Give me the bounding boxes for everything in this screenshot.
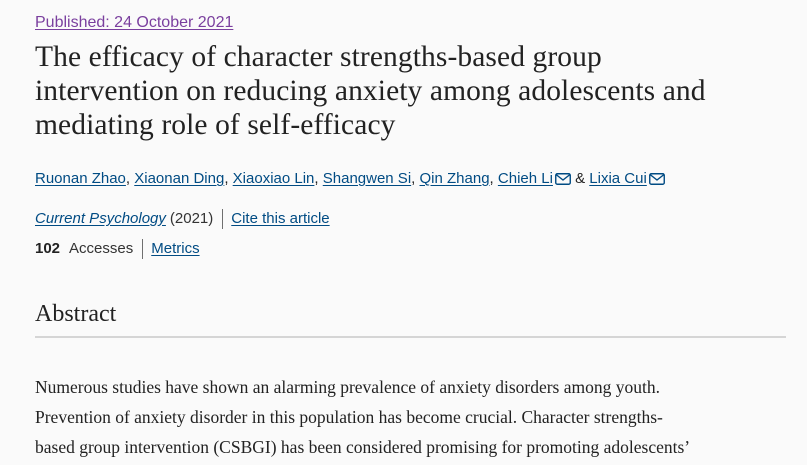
accesses-label: Accesses xyxy=(69,240,134,257)
publication-year: (2021) xyxy=(169,210,214,227)
author-link[interactable]: Xiaoxiao Lin xyxy=(232,170,315,187)
abstract-line: Prevention of anxiety disorder in this p… xyxy=(35,407,663,427)
article-title: The efficacy of character strengths-base… xyxy=(35,40,795,142)
author-link[interactable]: Shangwen Si xyxy=(322,170,412,187)
author-name: Chieh Li xyxy=(497,170,553,187)
title-line: intervention on reducing anxiety among a… xyxy=(35,75,706,107)
author-link[interactable]: Xiaonan Ding xyxy=(134,170,225,187)
author-name: Lixia Cui xyxy=(589,170,647,187)
section-divider xyxy=(35,336,786,338)
metrics-row: 102 Accesses Metrics xyxy=(35,238,200,260)
divider xyxy=(222,209,224,229)
title-line: mediating role of self-efficacy xyxy=(35,109,396,141)
accesses-count: 102 xyxy=(35,240,61,257)
author-link[interactable]: Ruonan Zhao xyxy=(35,170,126,187)
author-link[interactable]: Qin Zhang xyxy=(419,170,490,187)
author-link-corresponding[interactable]: Chieh Li xyxy=(498,170,571,187)
abstract-line: Numerous studies have shown an alarming … xyxy=(35,377,660,397)
journal-link[interactable]: Current Psychology xyxy=(35,210,166,227)
author-separator: , xyxy=(411,170,420,187)
author-separator: , xyxy=(224,170,233,187)
cite-article-link[interactable]: Cite this article xyxy=(231,210,330,227)
author-list: Ruonan Zhao, Xiaonan Ding, Xiaoxiao Lin,… xyxy=(35,168,795,192)
abstract-paragraph: Numerous studies have shown an alarming … xyxy=(35,372,795,462)
abstract-line: based group intervention (CSBGI) has bee… xyxy=(35,437,691,457)
published-date-link[interactable]: Published: 24 October 2021 xyxy=(35,14,234,31)
author-separator: & xyxy=(570,170,590,187)
divider xyxy=(142,239,144,259)
metrics-link[interactable]: Metrics xyxy=(151,240,200,257)
author-separator: , xyxy=(314,170,323,187)
abstract-heading: Abstract xyxy=(35,301,117,327)
envelope-icon xyxy=(554,170,571,192)
envelope-icon xyxy=(648,170,665,192)
title-line: The efficacy of character strengths-base… xyxy=(35,41,602,73)
journal-row: Current Psychology (2021) Cite this arti… xyxy=(35,208,330,230)
author-separator: , xyxy=(489,170,498,187)
author-link-corresponding[interactable]: Lixia Cui xyxy=(589,170,665,187)
author-separator: , xyxy=(125,170,135,187)
